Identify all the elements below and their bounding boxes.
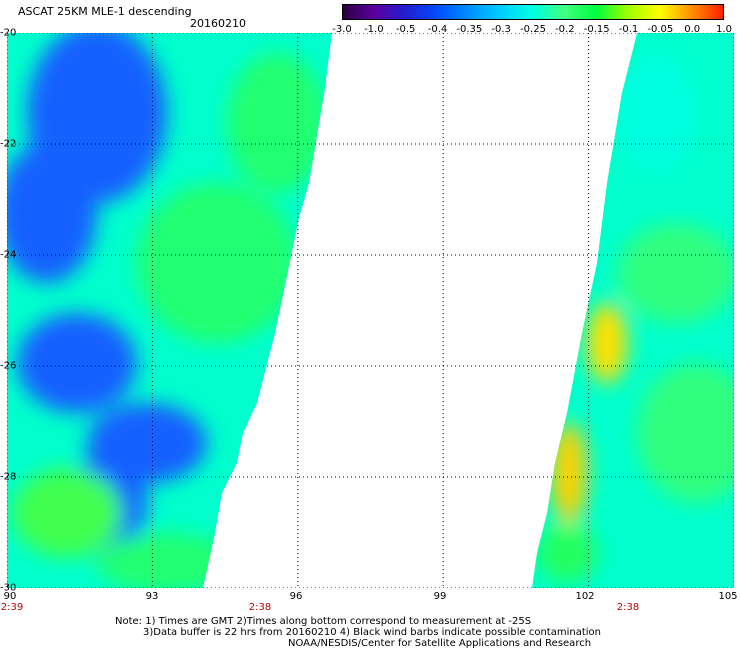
lon-label: 105 [718,591,738,602]
colorbar-label: -0.35 [456,24,483,35]
lon-label: 102 [575,591,595,602]
note-line-1: Note: 1) Times are GMT 2)Times along bot… [115,616,532,627]
swath-right [532,33,734,588]
colorbar-label: -0.05 [647,24,674,35]
lon-label: 96 [289,591,303,602]
colorbar-label: -0.25 [520,24,546,35]
map-title: ASCAT 25KM MLE-1 descending [18,5,192,18]
colorbar-label: 0.0 [684,24,701,35]
lon-label: 93 [145,591,159,602]
colorbar-label: -0.4 [427,24,448,35]
map-plot [7,33,734,588]
map-date: 20160210 [190,17,246,30]
note-line-2: 3)Data buffer is 22 hrs from 20160210 4)… [143,627,601,638]
time-label: 2:38 [616,602,640,613]
time-label: 2:39 [0,602,24,613]
colorbar-label: -0.1 [618,24,639,35]
lon-label: 99 [433,591,447,602]
lat-label: -26 [0,360,17,372]
swath-left [7,33,332,588]
colorbar-label: -0.5 [395,24,416,35]
colorbar-label: 1.0 [716,24,732,35]
time-label: 2:38 [248,602,272,613]
map-grid [7,33,734,588]
colorbar-label: -0.2 [555,24,575,35]
lat-label: -28 [0,471,17,483]
colorbar-label: -0.15 [583,24,610,35]
colorbar [342,4,724,20]
lon-label: 90 [3,591,17,602]
colorbar-label: -1.0 [364,24,384,35]
note-line-3: NOAA/NESDIS/Center for Satellite Applica… [288,638,592,649]
lat-label: -30 [0,582,17,594]
lat-label: -20 [0,27,17,39]
lat-label: -24 [0,249,17,261]
lat-label: -22 [0,138,17,150]
colorbar-label: -0.3 [491,24,511,35]
colorbar-label: -3.0 [332,24,352,35]
